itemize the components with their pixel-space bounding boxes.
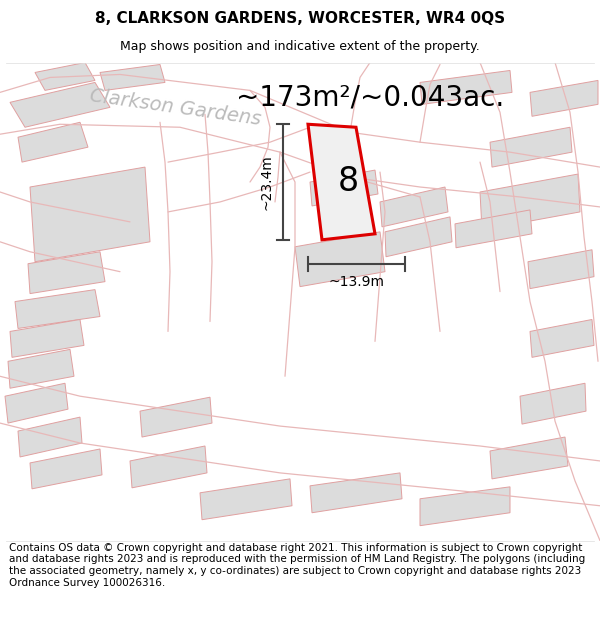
Polygon shape [380, 187, 448, 227]
Polygon shape [10, 319, 84, 357]
Polygon shape [310, 473, 402, 512]
Polygon shape [420, 71, 512, 104]
Text: Contains OS data © Crown copyright and database right 2021. This information is : Contains OS data © Crown copyright and d… [9, 543, 585, 588]
Polygon shape [530, 81, 598, 116]
Polygon shape [308, 124, 375, 240]
Polygon shape [310, 170, 378, 206]
Text: ~13.9m: ~13.9m [329, 274, 385, 289]
Polygon shape [490, 437, 568, 479]
Polygon shape [385, 217, 452, 257]
Text: Clarkson Gardens: Clarkson Gardens [88, 86, 262, 129]
Text: 8: 8 [338, 165, 359, 198]
Polygon shape [5, 383, 68, 423]
Polygon shape [295, 232, 385, 287]
Polygon shape [455, 210, 532, 248]
Polygon shape [140, 398, 212, 437]
Text: ~173m²/~0.043ac.: ~173m²/~0.043ac. [236, 83, 504, 111]
Polygon shape [30, 167, 150, 262]
Polygon shape [420, 487, 510, 526]
Polygon shape [200, 479, 292, 520]
Polygon shape [30, 449, 102, 489]
Text: 8, CLARKSON GARDENS, WORCESTER, WR4 0QS: 8, CLARKSON GARDENS, WORCESTER, WR4 0QS [95, 11, 505, 26]
Polygon shape [15, 289, 100, 329]
Text: ~23.4m: ~23.4m [260, 154, 274, 210]
Polygon shape [520, 383, 586, 424]
Polygon shape [100, 64, 165, 91]
Polygon shape [8, 349, 74, 388]
Text: Map shows position and indicative extent of the property.: Map shows position and indicative extent… [120, 41, 480, 53]
Polygon shape [10, 82, 110, 127]
Polygon shape [35, 62, 95, 91]
Polygon shape [528, 250, 594, 289]
Polygon shape [480, 174, 580, 230]
Polygon shape [28, 252, 105, 294]
Polygon shape [490, 127, 572, 167]
Polygon shape [18, 417, 82, 457]
Polygon shape [130, 446, 207, 488]
Polygon shape [18, 122, 88, 162]
Polygon shape [530, 319, 594, 357]
